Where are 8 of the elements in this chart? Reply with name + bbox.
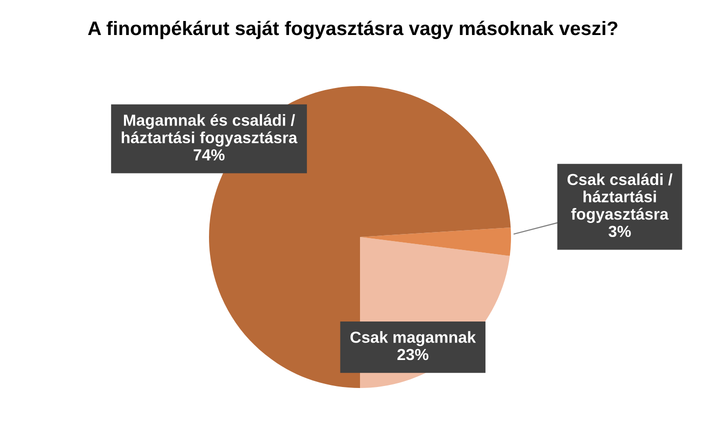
data-label: 3% <box>608 226 631 238</box>
pie-slice <box>360 228 511 256</box>
slice-label: Csak magamnak <box>350 331 476 346</box>
slice-label: Magamnak és családi / háztartási fogyasztásra <box>122 114 298 147</box>
slice-label: Csak családi / háztartási fogyasztásra <box>568 173 672 223</box>
data-label: 23% <box>397 348 428 360</box>
data-label: 74% <box>194 149 225 161</box>
chart-title: A finompékárut saját fogyasztásra vagy másoknak veszi? <box>88 20 618 40</box>
